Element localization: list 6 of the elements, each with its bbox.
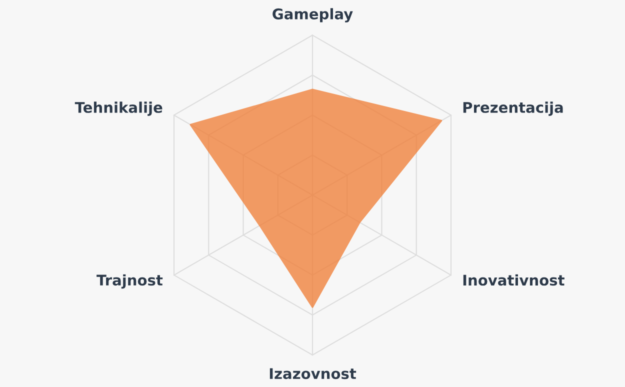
spoke-label: Tehnikalije bbox=[74, 102, 162, 116]
spoke-label: Inovativnost bbox=[463, 274, 564, 286]
spoke-label: Gameplay bbox=[272, 8, 353, 22]
spoke-label: Izazovnost bbox=[270, 368, 356, 380]
spoke-label: Prezentacija bbox=[463, 102, 563, 116]
spoke-label: Trajnost bbox=[96, 274, 163, 289]
